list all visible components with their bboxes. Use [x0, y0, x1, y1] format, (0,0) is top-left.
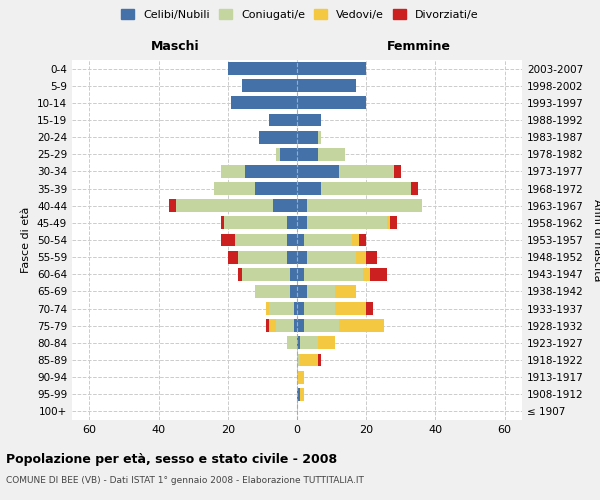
Bar	[335, 285, 356, 298]
Bar	[301, 354, 318, 366]
Text: Femmine: Femmine	[386, 40, 451, 53]
Text: Popolazione per età, sesso e stato civile - 2008: Popolazione per età, sesso e stato civil…	[6, 452, 337, 466]
Bar	[297, 80, 356, 92]
Bar	[214, 182, 256, 195]
Bar	[297, 268, 304, 280]
Bar	[287, 234, 297, 246]
Bar	[287, 250, 297, 264]
Bar	[301, 388, 304, 400]
Bar	[297, 336, 301, 349]
Bar	[245, 165, 297, 178]
Bar	[228, 62, 297, 75]
Text: Maschi: Maschi	[151, 40, 200, 53]
Bar	[297, 96, 366, 110]
Bar	[228, 250, 238, 264]
Bar	[266, 302, 269, 315]
Bar	[297, 130, 318, 143]
Bar	[242, 80, 297, 92]
Bar	[221, 165, 245, 178]
Bar	[235, 234, 287, 246]
Bar	[297, 182, 321, 195]
Bar	[307, 216, 387, 230]
Bar	[352, 234, 359, 246]
Bar	[297, 370, 304, 384]
Bar	[297, 320, 304, 332]
Bar	[318, 148, 346, 160]
Bar	[363, 268, 370, 280]
Bar	[318, 336, 335, 349]
Bar	[411, 182, 418, 195]
Bar	[259, 130, 297, 143]
Bar	[321, 182, 411, 195]
Bar	[297, 165, 338, 178]
Bar	[224, 216, 287, 230]
Bar	[356, 250, 366, 264]
Y-axis label: Fasce di età: Fasce di età	[22, 207, 31, 273]
Bar	[297, 148, 318, 160]
Bar	[297, 354, 301, 366]
Bar	[176, 200, 273, 212]
Bar	[256, 285, 290, 298]
Bar	[394, 165, 401, 178]
Bar	[269, 114, 297, 126]
Bar	[335, 302, 366, 315]
Bar	[307, 250, 356, 264]
Y-axis label: Anni di nascita: Anni di nascita	[592, 198, 600, 281]
Bar	[280, 148, 297, 160]
Bar	[221, 216, 224, 230]
Bar	[359, 234, 366, 246]
Bar	[293, 302, 297, 315]
Bar	[297, 285, 307, 298]
Bar	[366, 250, 377, 264]
Bar	[318, 130, 321, 143]
Bar	[304, 320, 338, 332]
Bar	[297, 250, 307, 264]
Bar	[297, 302, 304, 315]
Bar	[287, 216, 297, 230]
Bar	[338, 165, 394, 178]
Bar	[169, 200, 176, 212]
Bar	[290, 268, 297, 280]
Bar	[269, 302, 293, 315]
Text: COMUNE DI BEE (VB) - Dati ISTAT 1° gennaio 2008 - Elaborazione TUTTITALIA.IT: COMUNE DI BEE (VB) - Dati ISTAT 1° genna…	[6, 476, 364, 485]
Bar	[301, 336, 318, 349]
Bar	[297, 62, 366, 75]
Bar	[304, 268, 363, 280]
Bar	[293, 320, 297, 332]
Bar	[387, 216, 391, 230]
Legend: Celibi/Nubili, Coniugati/e, Vedovi/e, Divorziati/e: Celibi/Nubili, Coniugati/e, Vedovi/e, Di…	[118, 6, 482, 23]
Bar	[297, 216, 307, 230]
Bar	[231, 96, 297, 110]
Bar	[266, 320, 269, 332]
Bar	[370, 268, 387, 280]
Bar	[269, 320, 276, 332]
Bar	[238, 250, 287, 264]
Bar	[297, 388, 301, 400]
Bar	[256, 182, 297, 195]
Bar	[307, 285, 335, 298]
Bar	[297, 234, 304, 246]
Bar	[297, 200, 307, 212]
Bar	[366, 302, 373, 315]
Bar	[307, 200, 422, 212]
Bar	[290, 285, 297, 298]
Bar	[276, 320, 293, 332]
Bar	[297, 114, 321, 126]
Bar	[338, 320, 383, 332]
Bar	[318, 354, 321, 366]
Bar	[273, 200, 297, 212]
Bar	[304, 302, 335, 315]
Bar	[221, 234, 235, 246]
Bar	[391, 216, 397, 230]
Bar	[276, 148, 280, 160]
Bar	[304, 234, 352, 246]
Bar	[242, 268, 290, 280]
Bar	[238, 268, 242, 280]
Bar	[287, 336, 297, 349]
